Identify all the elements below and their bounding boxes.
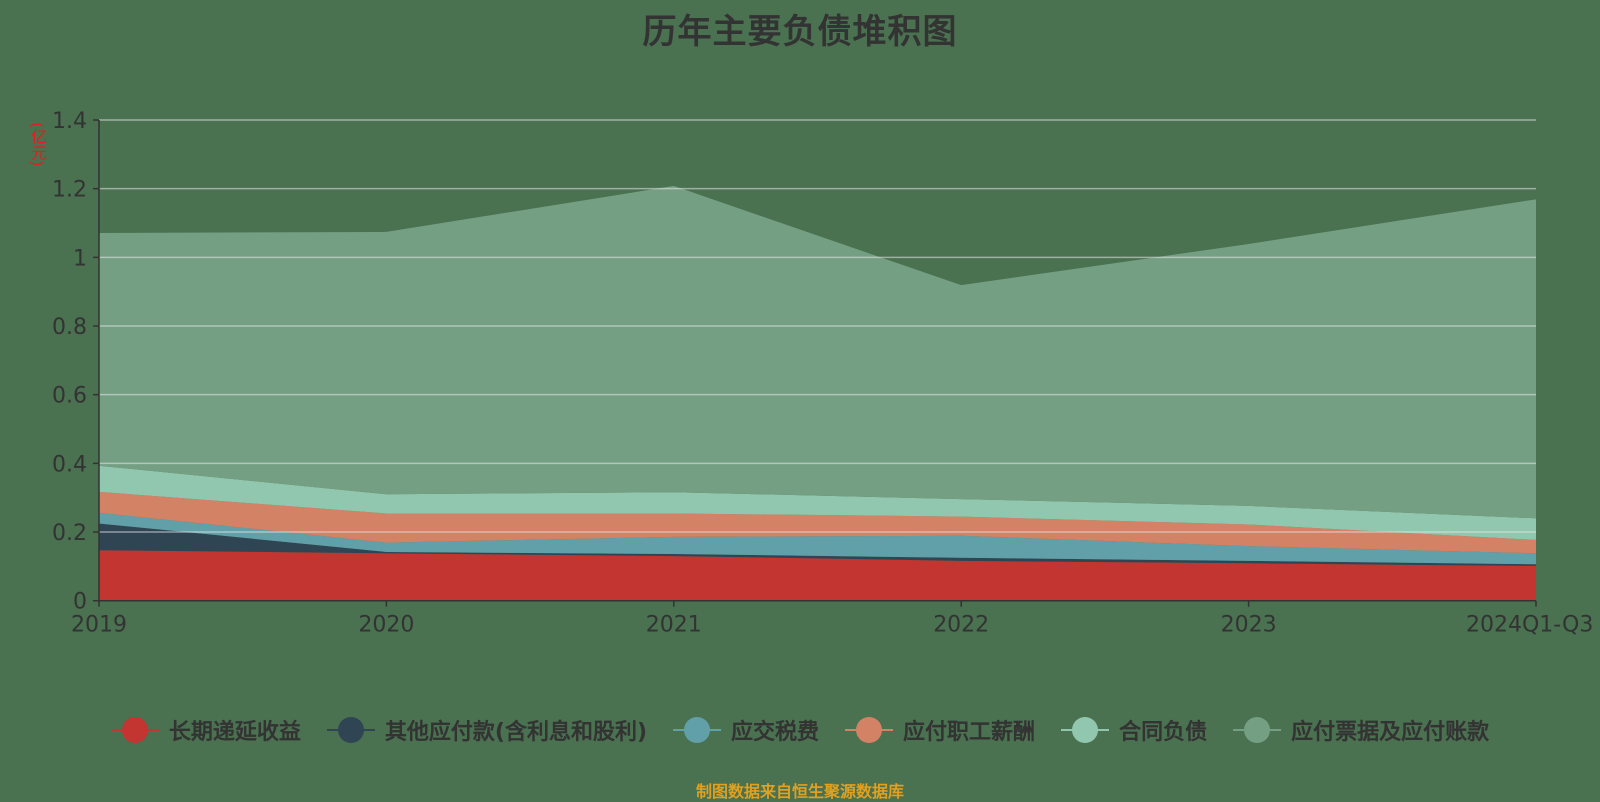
legend-item-3[interactable]: 应付职工薪酬 <box>845 714 1035 746</box>
legend-item-1[interactable]: 其他应付款(含利息和股利) <box>326 714 648 746</box>
area-series <box>99 185 1536 601</box>
legend-item-2[interactable]: 应交税费 <box>673 714 819 746</box>
y-tick-label: 1.4 <box>52 109 87 134</box>
legend-marker-icon <box>1233 717 1282 743</box>
area-series-2 <box>99 512 1536 565</box>
area-series-5 <box>99 185 1536 519</box>
legend-label: 应付票据及应付账款 <box>1291 720 1490 745</box>
area-series-3 <box>99 491 1536 554</box>
gridlines <box>99 119 1536 533</box>
x-tick-label: 2024Q1-Q3 <box>1466 613 1593 638</box>
legend-item-5[interactable]: 应付票据及应付账款 <box>1233 714 1489 746</box>
x-tick-label: 2019 <box>71 613 127 638</box>
legend: 长期递延收益 其他应付款(含利息和股利) 应交税费 应付职工薪酬 合同负债 应付票据及应付… <box>0 714 1600 746</box>
y-tick-label: 0.2 <box>52 521 87 546</box>
legend-label: 应付职工薪酬 <box>903 720 1036 745</box>
area-series-0 <box>99 550 1536 601</box>
y-tick-label: 0.6 <box>52 384 87 409</box>
area-series-4 <box>99 465 1536 540</box>
legend-label: 其他应付款(含利息和股利) <box>384 720 648 745</box>
y-tick-label: 0 <box>73 590 87 615</box>
y-tick-label: 1 <box>73 246 87 271</box>
x-tick-label: 2020 <box>358 613 414 638</box>
y-axis-unit-label: (亿元) <box>28 122 47 167</box>
x-tick-label: 2021 <box>646 613 702 638</box>
y-tick-label: 0.4 <box>52 452 87 477</box>
legend-marker-icon <box>326 717 375 743</box>
y-tick-label: 1.2 <box>52 178 87 203</box>
y-tick-label: 0.8 <box>52 315 87 340</box>
x-tick-label: 2023 <box>1221 613 1277 638</box>
legend-label: 长期递延收益 <box>168 720 301 745</box>
legend-item-4[interactable]: 合同负债 <box>1061 714 1207 746</box>
x-tick-label: 2022 <box>933 613 989 638</box>
legend-marker-icon <box>110 717 159 743</box>
legend-marker-icon <box>845 717 894 743</box>
legend-marker-icon <box>1061 717 1110 743</box>
legend-item-0[interactable]: 长期递延收益 <box>110 714 301 746</box>
chart-title: 历年主要负债堆积图 <box>642 12 958 52</box>
area-series-1 <box>99 523 1536 567</box>
axes: 0 0.2 0.4 0.6 0.8 1 1.2 1.4 2019 2020 2021 2022 2023… <box>52 109 1593 638</box>
legend-label: 应交税费 <box>731 720 820 745</box>
data-source-footer: 制图数据来自恒生聚源数据库 <box>695 782 904 801</box>
legend-marker-icon <box>673 717 722 743</box>
legend-label: 合同负债 <box>1119 720 1208 745</box>
